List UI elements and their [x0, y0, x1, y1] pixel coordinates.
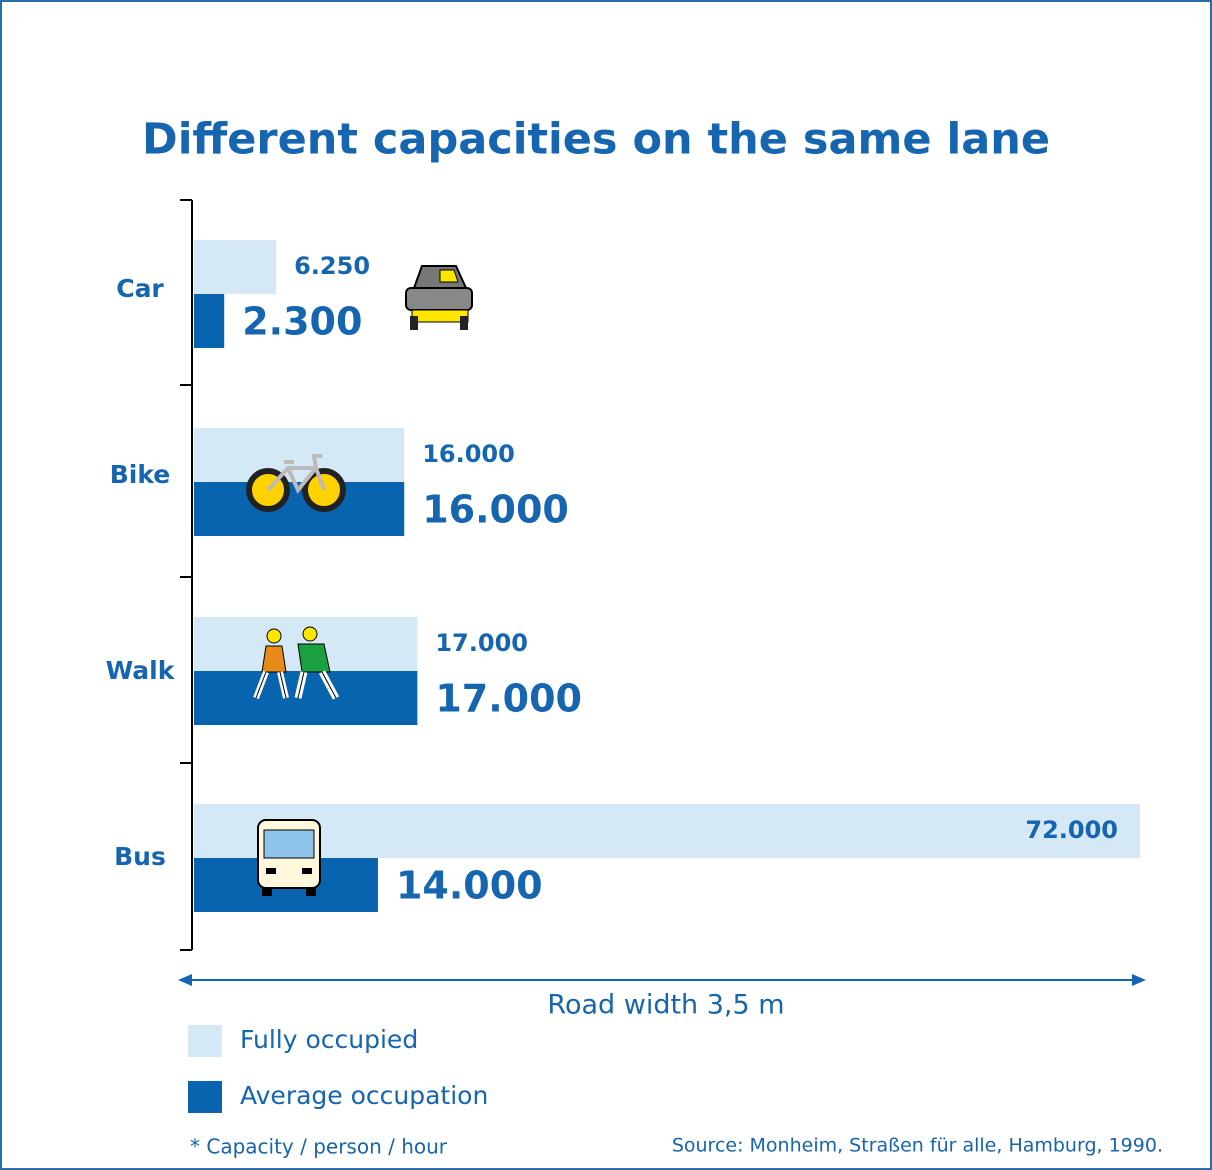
legend-swatch [188, 1025, 222, 1057]
bar [194, 804, 1140, 858]
value-label: 2.300 [242, 300, 362, 344]
footnote: * Capacity / person / hour [190, 1135, 448, 1159]
x-axis-label: Road width 3,5 m [547, 990, 784, 1021]
bar [194, 240, 277, 294]
value-label: 17.000 [435, 629, 528, 657]
legend-label: Fully occupied [240, 1025, 418, 1054]
category-label: Car [116, 274, 164, 303]
value-label: 14.000 [396, 864, 543, 908]
legend: Fully occupied Average occupation [188, 1025, 488, 1113]
value-label: 6.250 [294, 252, 370, 280]
chart-title: Different capacities on the same lane [142, 115, 1050, 165]
axis-ticks [180, 199, 192, 951]
legend-label: Average occupation [240, 1081, 488, 1110]
bar [194, 428, 405, 482]
value-label: 16.000 [422, 488, 569, 532]
car-icon [405, 265, 473, 330]
bar [194, 294, 225, 348]
category-label: Walk [106, 656, 176, 685]
value-label: 16.000 [422, 440, 515, 468]
walk-icon [253, 626, 340, 700]
legend-swatch [188, 1081, 222, 1113]
value-label: 72.000 [1025, 816, 1118, 844]
width-arrow [178, 974, 1146, 986]
value-label: 17.000 [435, 677, 582, 721]
category-label: Bus [114, 842, 166, 871]
bike-icon [246, 454, 346, 512]
category-label: Bike [110, 460, 171, 489]
bus-icon [257, 819, 321, 896]
bars: Car 6.250 2.300 Bike 16.000 16.000 Walk 17.000 1… [106, 240, 1140, 912]
source: Source: Monheim, Straßen für alle, Hambu… [672, 1135, 1163, 1157]
